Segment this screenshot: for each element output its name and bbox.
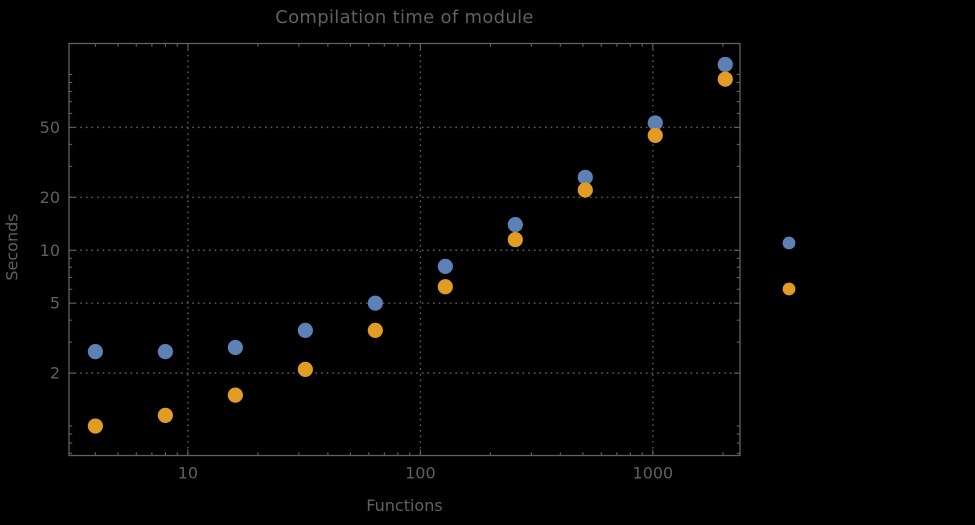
y-tick-label: 20 (40, 188, 60, 207)
data-point-orange-x4 (87, 418, 103, 434)
data-point-blue-x2048 (717, 56, 733, 73)
data-point-blue-x1024 (647, 115, 663, 131)
data-point-blue-x128 (437, 258, 453, 274)
plot-frame (68, 42, 741, 457)
data-point-orange-x16 (227, 387, 243, 403)
y-tick-label: 5 (50, 294, 60, 313)
x-axis-label: Functions (366, 496, 443, 515)
data-point-orange-x8 (157, 407, 173, 423)
x-tick-label: 1000 (633, 464, 674, 483)
data-point-blue-x4 (87, 344, 103, 360)
data-point-orange-x2048 (717, 71, 733, 87)
data-point-blue-x16 (227, 339, 243, 356)
data-point-blue-x8 (157, 344, 173, 360)
y-tick-label: 2 (50, 364, 60, 383)
x-tick-label: 10 (178, 464, 198, 483)
data-point-blue-x256 (507, 216, 523, 233)
chart-title: Compilation time of module (275, 7, 534, 28)
data-point-orange-x128 (437, 279, 453, 295)
data-point-orange-x512 (577, 182, 593, 198)
data-point-orange-x32 (297, 361, 313, 378)
data-point-blue-x512 (577, 169, 593, 185)
x-tick-label: 100 (405, 464, 436, 483)
data-point-orange-x64 (367, 322, 383, 339)
data-point-blue-x32 (297, 322, 313, 339)
data-point-orange-x256 (507, 231, 523, 248)
y-tick-label: 50 (40, 118, 60, 137)
legend-marker-blue (782, 236, 796, 250)
y-axis-label: Seconds (2, 213, 22, 281)
y-tick-label: 10 (40, 241, 60, 260)
legend-marker-orange (782, 282, 796, 296)
data-point-orange-x1024 (647, 127, 663, 144)
data-point-blue-x64 (367, 295, 383, 311)
